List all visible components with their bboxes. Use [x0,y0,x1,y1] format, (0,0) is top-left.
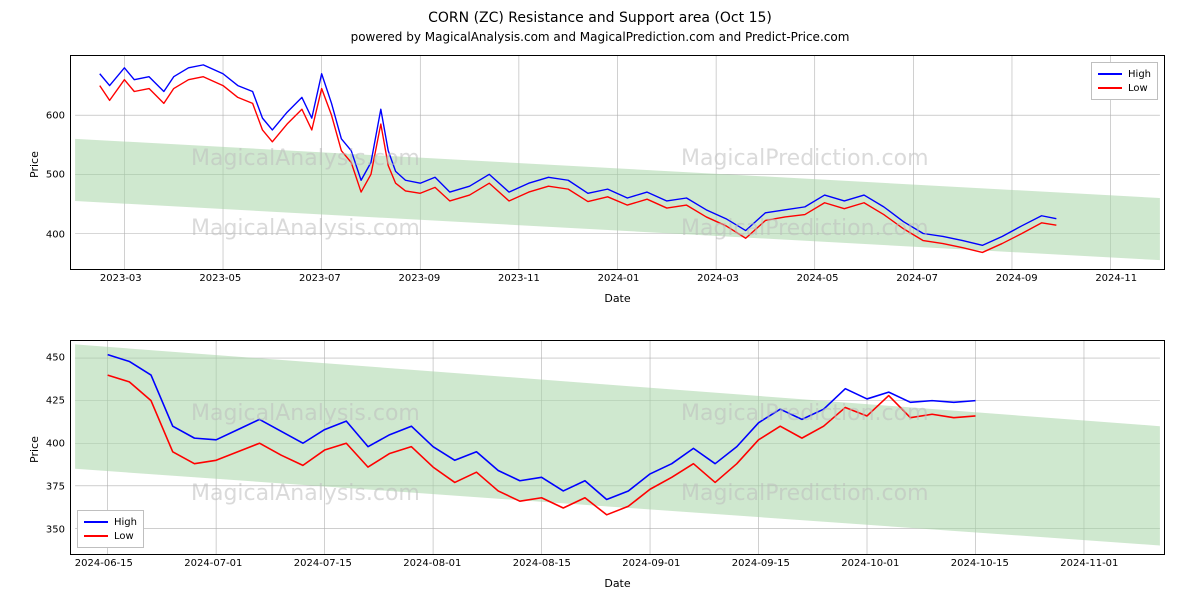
ytick: 500 [46,170,71,181]
legend-top: High Low [1091,62,1158,100]
legend-label-high: High [1128,69,1151,80]
bottom-chart-svg [71,341,1164,554]
xtick: 2023-11 [498,269,540,284]
ytick: 350 [46,525,71,536]
legend-label-low: Low [114,531,134,542]
legend-label-high: High [114,517,137,528]
legend-bottom: High Low [77,510,144,548]
ytick: 425 [46,396,71,407]
xtick: 2024-09-15 [732,554,790,569]
legend-row-high: High [1098,67,1151,81]
bottom-xlabel: Date [70,577,1165,590]
legend-swatch-high [84,521,108,523]
xtick: 2024-11-01 [1060,554,1118,569]
xtick: 2024-05 [797,269,839,284]
xtick: 2023-07 [299,269,341,284]
top-ylabel: Price [28,151,41,178]
chart-subtitle: powered by MagicalAnalysis.com and Magic… [0,30,1200,44]
xtick: 2024-09-01 [622,554,680,569]
legend-row-low: Low [84,529,137,543]
ytick: 400 [46,230,71,241]
xtick: 2023-03 [100,269,142,284]
xtick: 2024-03 [697,269,739,284]
ytick: 375 [46,482,71,493]
xtick: 2024-08-01 [403,554,461,569]
xtick: 2024-11 [1095,269,1137,284]
legend-swatch-high [1098,73,1122,75]
xtick: 2024-01 [598,269,640,284]
xtick: 2024-07-15 [294,554,352,569]
xtick: 2024-06-15 [75,554,133,569]
xtick: 2024-07 [896,269,938,284]
top-xlabel: Date [70,292,1165,305]
xtick: 2023-05 [199,269,241,284]
xtick: 2024-09 [996,269,1038,284]
xtick: 2024-10-01 [841,554,899,569]
legend-label-low: Low [1128,83,1148,94]
legend-row-high: High [84,515,137,529]
xtick: 2024-08-15 [513,554,571,569]
bottom-chart-panel: High Low 3503754004254502024-06-152024-0… [70,340,1165,555]
top-chart-panel: High Low 4005006002023-032023-052023-072… [70,55,1165,270]
chart-title: CORN (ZC) Resistance and Support area (O… [0,10,1200,26]
xtick: 2023-09 [399,269,441,284]
top-chart-svg [71,56,1164,269]
legend-row-low: Low [1098,81,1151,95]
xtick: 2024-07-01 [184,554,242,569]
figure: CORN (ZC) Resistance and Support area (O… [0,0,1200,600]
ytick: 450 [46,353,71,364]
ytick: 600 [46,110,71,121]
legend-swatch-low [1098,87,1122,89]
legend-swatch-low [84,535,108,537]
xtick: 2024-10-15 [951,554,1009,569]
ytick: 400 [46,439,71,450]
bottom-ylabel: Price [28,436,41,463]
